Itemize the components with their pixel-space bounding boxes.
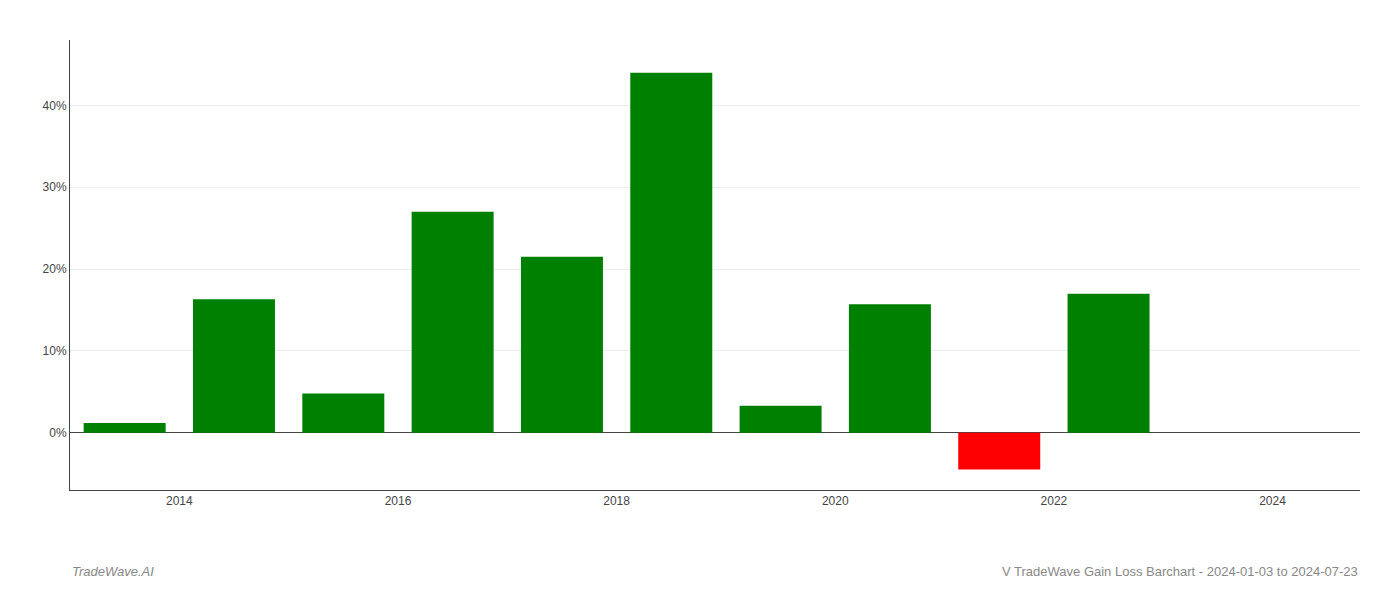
- svg-text:2016: 2016: [385, 494, 412, 508]
- svg-text:2022: 2022: [1041, 494, 1068, 508]
- svg-text:2020: 2020: [822, 494, 849, 508]
- svg-text:2024: 2024: [1259, 494, 1286, 508]
- svg-text:40%: 40%: [43, 99, 67, 113]
- svg-text:30%: 30%: [43, 180, 67, 194]
- svg-text:TradeWave.AI: TradeWave.AI: [72, 564, 154, 579]
- svg-text:20%: 20%: [43, 262, 67, 276]
- svg-text:2018: 2018: [603, 494, 630, 508]
- svg-text:V TradeWave Gain Loss Barchart: V TradeWave Gain Loss Barchart - 2024-01…: [1002, 564, 1358, 579]
- svg-text:0%: 0%: [49, 426, 67, 440]
- svg-text:2014: 2014: [166, 494, 193, 508]
- svg-text:10%: 10%: [43, 344, 67, 358]
